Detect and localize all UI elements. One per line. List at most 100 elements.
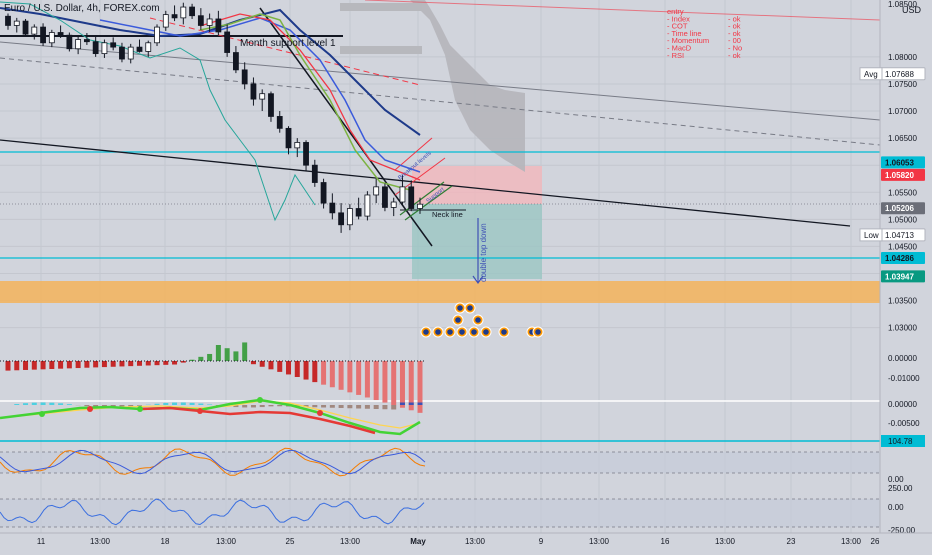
hist-bar-1 [14, 361, 19, 370]
time-tick-12: 23 [787, 537, 796, 546]
time-tick-6: May [410, 537, 426, 546]
candle-body-8 [76, 40, 81, 49]
candle-body-23 [207, 19, 212, 25]
hist-bar-34 [304, 361, 309, 380]
hist-bar-24 [216, 345, 221, 361]
macd-bar-43 [382, 405, 387, 409]
macd-bar-2 [23, 403, 28, 405]
cci-indicator [0, 499, 880, 527]
hist-bar-18 [163, 361, 168, 365]
price-label-line-lower: 1.04286 [885, 254, 914, 263]
event-icon-dot-0 [455, 317, 461, 323]
macd-bar-35 [312, 405, 317, 407]
hist-bar-3 [32, 361, 37, 370]
macd-bar-45 [400, 403, 405, 406]
candle-body-11 [102, 43, 107, 54]
macd-bar-21 [190, 403, 195, 405]
candle-body-42 [374, 187, 379, 195]
hist-bar-36 [321, 361, 326, 385]
mid-grey-box [340, 46, 422, 54]
hist-bar-38 [339, 361, 344, 390]
checklist-status-6: - ok [728, 51, 741, 60]
price-tick-1: 1.07500 [888, 80, 917, 89]
candle-body-24 [216, 19, 221, 32]
top-grey-box [340, 3, 422, 11]
candle-body-17 [155, 27, 160, 43]
candle-body-29 [260, 94, 265, 99]
time-tick-9: 13:00 [589, 537, 610, 546]
hist-bar-26 [233, 351, 238, 361]
candle-body-28 [251, 84, 256, 99]
candle-body-43 [382, 187, 387, 208]
macd-bar-42 [374, 405, 379, 409]
macd-bar-17 [155, 404, 160, 405]
candle-body-12 [111, 43, 116, 47]
cci-band [0, 499, 880, 527]
hist-bar-12 [111, 361, 116, 367]
hist-bar-37 [330, 361, 335, 387]
candle-body-36 [321, 183, 326, 204]
checklist-item-6: - RSI [667, 51, 684, 60]
candle-body-22 [198, 16, 203, 26]
candle-body-2 [23, 21, 28, 34]
price-tick-3: 1.06500 [888, 134, 917, 143]
ind4-tick-1: 0.00 [888, 503, 904, 512]
hist-bar-4 [41, 361, 46, 369]
event-icon-dot-6 [471, 329, 477, 335]
time-tick-3: 13:00 [216, 537, 237, 546]
currency-label[interactable]: USD [902, 5, 922, 15]
candle-body-41 [365, 195, 370, 216]
hist-bar-17 [155, 361, 160, 365]
hist-bar-41 [365, 361, 370, 397]
macd-bar-22 [198, 404, 203, 405]
macd-bar-40 [356, 405, 361, 409]
time-tick-5: 13:00 [340, 537, 361, 546]
macd-cross-5 [317, 410, 323, 416]
hist-bar-19 [172, 361, 177, 365]
time-tick-8: 9 [539, 537, 544, 546]
ind4-tick-0: 250.00 [888, 484, 913, 493]
hist-bar-29 [260, 361, 265, 367]
price-label-avg: 1.07688 [885, 70, 914, 79]
price-tick-7: 1.04500 [888, 242, 917, 251]
price-tag-avg: Avg [864, 70, 878, 79]
hist-bar-31 [277, 361, 282, 372]
candle-body-15 [137, 47, 142, 51]
price-label-last: 1.05206 [885, 204, 914, 213]
candle-body-13 [119, 47, 124, 59]
macd-bar-7 [67, 404, 72, 405]
price-tick-0: 1.08000 [888, 53, 917, 62]
event-icon-dot-2 [423, 329, 429, 335]
price-tick-10: 1.03000 [888, 324, 917, 333]
event-icon-dot-8 [501, 329, 507, 335]
macd-cross-1 [87, 406, 93, 412]
macd-bar-15 [137, 405, 142, 406]
hist-bar-45 [400, 361, 405, 408]
candle-body-21 [190, 7, 195, 16]
macd-bar-38 [339, 405, 344, 408]
macd-bar-39 [347, 405, 352, 408]
candle-body-39 [347, 209, 352, 225]
price-tick-9: 1.03500 [888, 297, 917, 306]
hist-bar-11 [102, 361, 107, 367]
macd-bar-27 [242, 405, 247, 407]
candle-body-44 [391, 202, 396, 207]
hist-bar-2 [23, 361, 28, 370]
time-tick-14: 26 [871, 537, 880, 546]
macd-bar-28 [251, 405, 256, 407]
candle-body-37 [330, 203, 335, 213]
candle-body-16 [146, 43, 151, 52]
candle-body-5 [49, 32, 54, 42]
event-icon-dot-11 [467, 305, 473, 311]
stoch-band [0, 452, 880, 473]
price-tag-low: Low [864, 231, 879, 240]
candle-body-45 [400, 187, 405, 202]
macd-bar-36 [321, 405, 326, 408]
macd-cross-0 [39, 411, 45, 417]
event-icon-dot-5 [459, 329, 465, 335]
hist-bar-22 [198, 357, 203, 361]
candle-body-7 [67, 35, 72, 49]
candle-body-47 [418, 204, 423, 208]
